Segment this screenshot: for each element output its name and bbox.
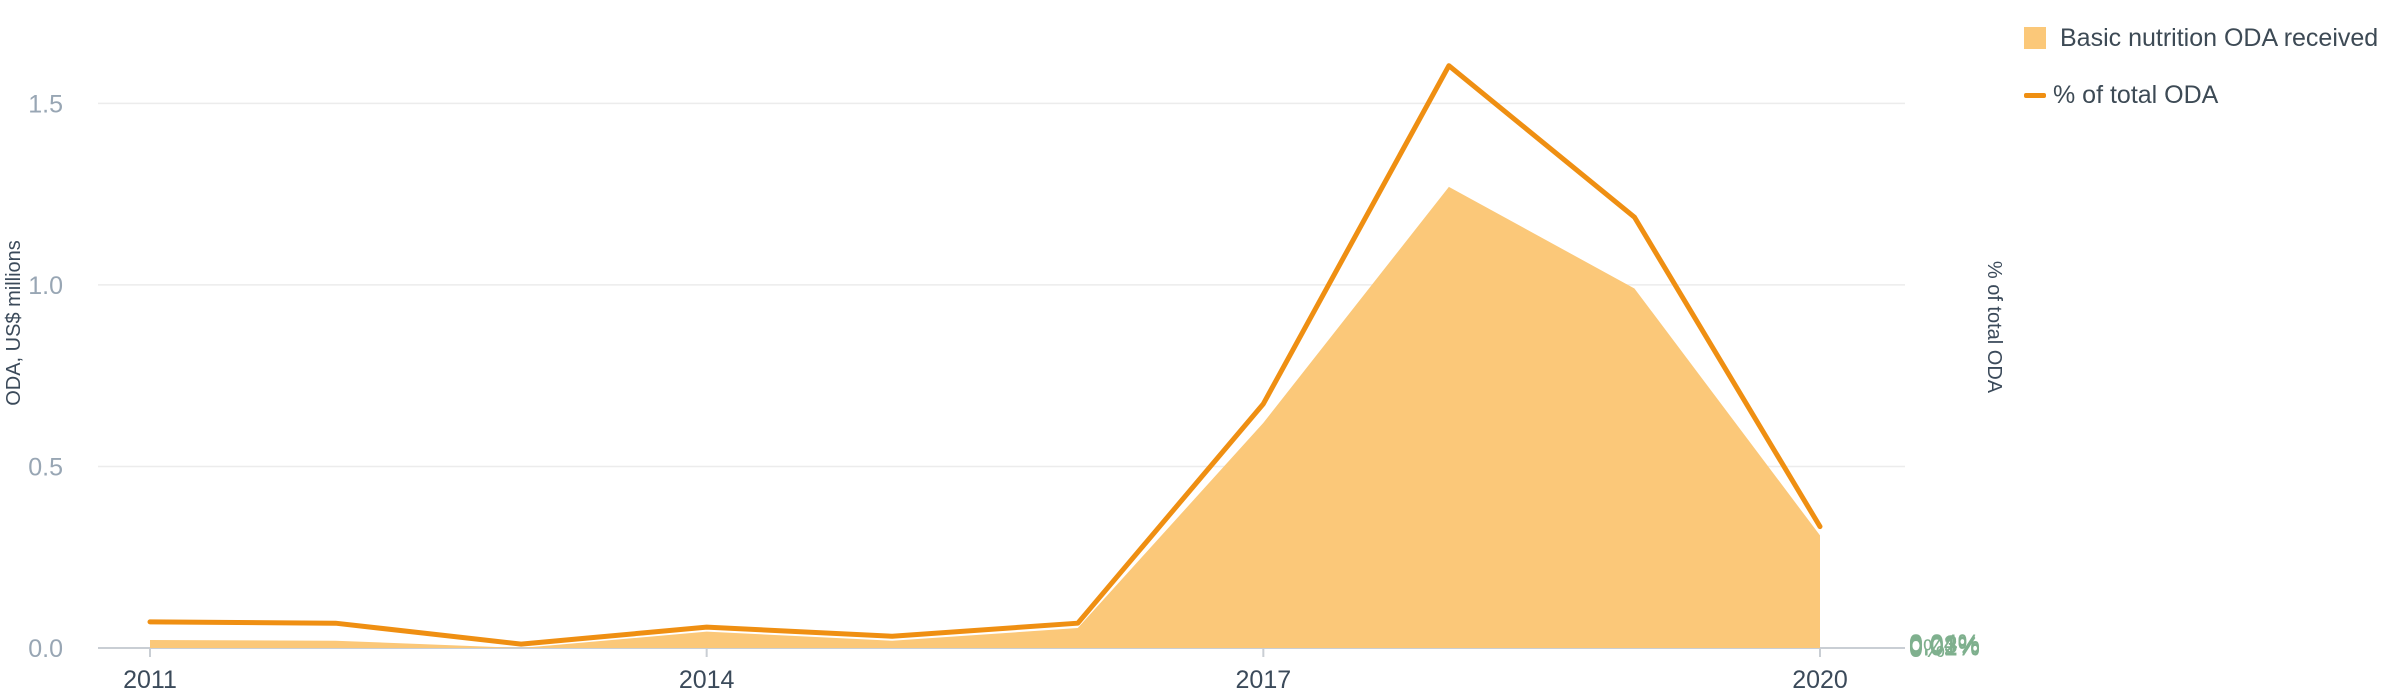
legend: Basic nutrition ODA received % of total … — [2024, 18, 2378, 132]
x-tick-label: 2011 — [123, 666, 177, 694]
line-percent-total-oda[interactable] — [147, 63, 1823, 647]
legend-item-area[interactable]: Basic nutrition ODA received — [2024, 18, 2378, 58]
y-tick-label-left: 1.0 — [28, 272, 63, 300]
x-tick-label: 2020 — [1792, 666, 1848, 694]
y-tick-label-left: 0.0 — [28, 635, 63, 663]
y-tick-label-right: 0.02% — [1909, 632, 1980, 660]
y-tick-label-right: 0% — [1909, 635, 1945, 663]
legend-label-area: Basic nutrition ODA received — [2060, 23, 2379, 52]
area-basic-nutrition-oda[interactable] — [150, 186, 1820, 649]
y-tick-label-right: 0.01% — [1909, 634, 1980, 662]
y-tick-label-right: 0.04% — [1909, 630, 1980, 658]
legend-label-line: % of total ODA — [2053, 80, 2219, 109]
axis-ticks: 0.0 0.5 1.0 1.5 0%0.01%0.02%0.03%0.04% 2011 20… — [28, 90, 1980, 694]
x-tick-label: 2017 — [1236, 666, 1292, 694]
y-tick-label-left: 1.5 — [28, 90, 63, 118]
y-axis-title-right: % of total ODA — [1983, 261, 2005, 394]
y-tick-label-right: 0.03% — [1909, 631, 1980, 659]
legend-item-line[interactable]: % of total ODA — [2024, 75, 2378, 115]
legend-swatch-area — [2024, 27, 2046, 49]
x-tick-label: 2014 — [679, 666, 735, 694]
area-series — [150, 186, 1820, 649]
y-tick-label-left: 0.5 — [28, 453, 63, 481]
line-series — [147, 63, 1823, 647]
legend-swatch-line — [2024, 92, 2046, 98]
y-axis-title-left: ODA, US$ millions — [3, 240, 25, 406]
